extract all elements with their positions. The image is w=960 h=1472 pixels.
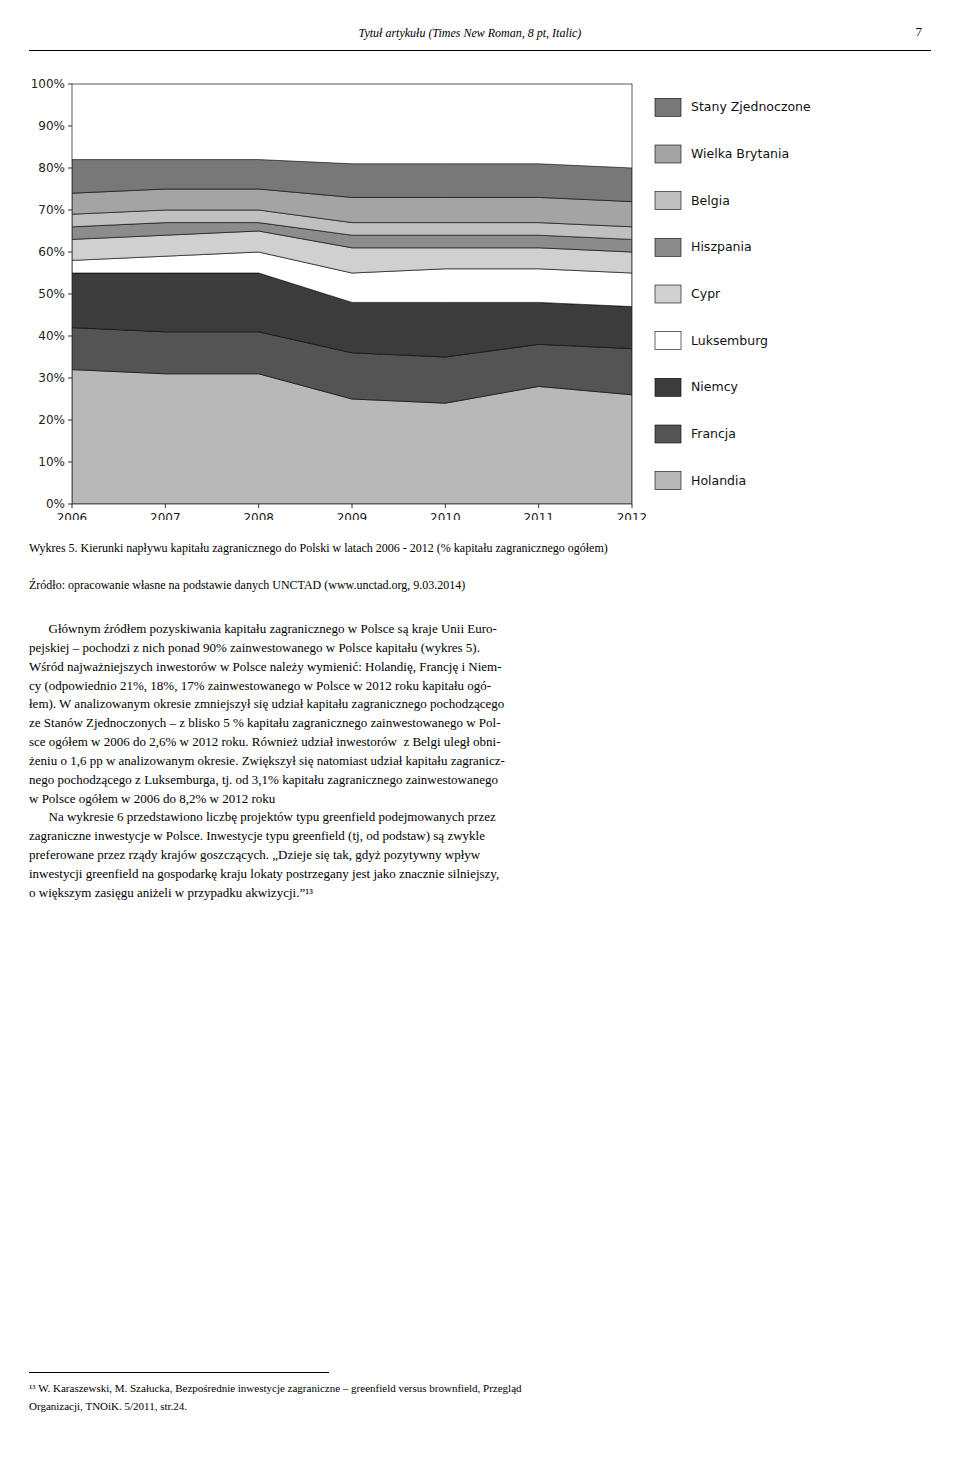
legend-label: Cypr bbox=[691, 286, 721, 301]
x-tick-label: 2009 bbox=[337, 511, 368, 520]
y-tick-label: 90% bbox=[38, 119, 65, 133]
body-text: Głównym źródłem pozyskiwania kapitału za… bbox=[29, 620, 931, 903]
y-tick bbox=[68, 210, 72, 211]
legend-label: Holandia bbox=[691, 473, 746, 488]
x-tick bbox=[258, 504, 259, 508]
x-tick-label: 2012 bbox=[617, 511, 648, 520]
y-tick-label: 30% bbox=[38, 371, 65, 385]
y-tick bbox=[68, 168, 72, 169]
y-tick bbox=[68, 462, 72, 463]
y-tick bbox=[68, 378, 72, 379]
legend-label: Hiszpania bbox=[691, 239, 752, 254]
y-tick-label: 20% bbox=[38, 413, 65, 427]
area bbox=[72, 160, 632, 202]
footnote: Organizacji, TNOiK. 5/2011, str.24. bbox=[29, 1400, 931, 1412]
y-tick-label: 0% bbox=[46, 497, 65, 511]
x-tick-label: 2008 bbox=[243, 511, 274, 520]
x-tick bbox=[445, 504, 446, 508]
x-tick bbox=[538, 504, 539, 508]
legend-swatch bbox=[655, 332, 681, 350]
plot-frame bbox=[72, 84, 632, 504]
page: Tytuł artykułu (Times New Roman, 8 pt, I… bbox=[0, 0, 960, 1472]
x-tick bbox=[72, 504, 73, 508]
y-tick-label: 80% bbox=[38, 161, 65, 175]
y-tick bbox=[68, 336, 72, 337]
footnote: ¹³ W. Karaszewski, M. Szałucka, Bezpośre… bbox=[29, 1382, 931, 1394]
chart-caption: Wykres 5. Kierunki napływu kapitału zagr… bbox=[29, 540, 931, 556]
y-tick bbox=[68, 252, 72, 253]
x-tick-label: 2010 bbox=[430, 511, 461, 520]
legend-label: Luksemburg bbox=[691, 333, 768, 348]
chart: 0% 10% 20% 30% 40% 50% 60% 70% 80% 90% 100% 2006 200… bbox=[0, 60, 960, 520]
legend: Stany Zjednoczone Wielka Brytania Belgia Hi… bbox=[655, 98, 811, 489]
y-tick-label: 60% bbox=[38, 245, 65, 259]
header-title: Tytuł artykułu (Times New Roman, 8 pt, I… bbox=[28, 26, 912, 41]
y-tick bbox=[68, 504, 72, 505]
x-tick-label: 2007 bbox=[150, 511, 181, 520]
y-tick-label: 100% bbox=[31, 77, 65, 91]
page-number: 7 bbox=[916, 24, 923, 40]
legend-swatch bbox=[655, 472, 681, 490]
legend-swatch bbox=[655, 378, 681, 396]
legend-swatch bbox=[655, 192, 681, 210]
legend-swatch bbox=[655, 425, 681, 443]
legend-label: Niemcy bbox=[691, 379, 739, 394]
header-rule bbox=[29, 50, 931, 51]
legend-label: Wielka Brytania bbox=[691, 146, 789, 161]
legend-label: Francja bbox=[691, 426, 736, 441]
y-tick-label: 70% bbox=[38, 203, 65, 217]
y-tick-label: 10% bbox=[38, 455, 65, 469]
x-tick-label: 2006 bbox=[57, 511, 88, 520]
legend-swatch bbox=[655, 145, 681, 163]
x-tick bbox=[352, 504, 353, 508]
y-tick bbox=[68, 84, 72, 85]
footnote-rule bbox=[29, 1372, 329, 1373]
x-tick bbox=[632, 504, 633, 508]
y-tick bbox=[68, 126, 72, 127]
x-tick bbox=[165, 504, 166, 508]
y-tick-label: 40% bbox=[38, 329, 65, 343]
y-tick bbox=[68, 420, 72, 421]
legend-swatch bbox=[655, 98, 681, 116]
x-tick-label: 2011 bbox=[523, 511, 554, 520]
y-tick-label: 50% bbox=[38, 287, 65, 301]
legend-label: Stany Zjednoczone bbox=[691, 99, 811, 114]
legend-swatch bbox=[655, 285, 681, 303]
legend-label: Belgia bbox=[691, 193, 730, 208]
legend-swatch bbox=[655, 238, 681, 256]
y-tick bbox=[68, 294, 72, 295]
areas bbox=[72, 160, 632, 504]
chart-source: Źródło: opracowanie własne na podstawie … bbox=[29, 578, 931, 593]
